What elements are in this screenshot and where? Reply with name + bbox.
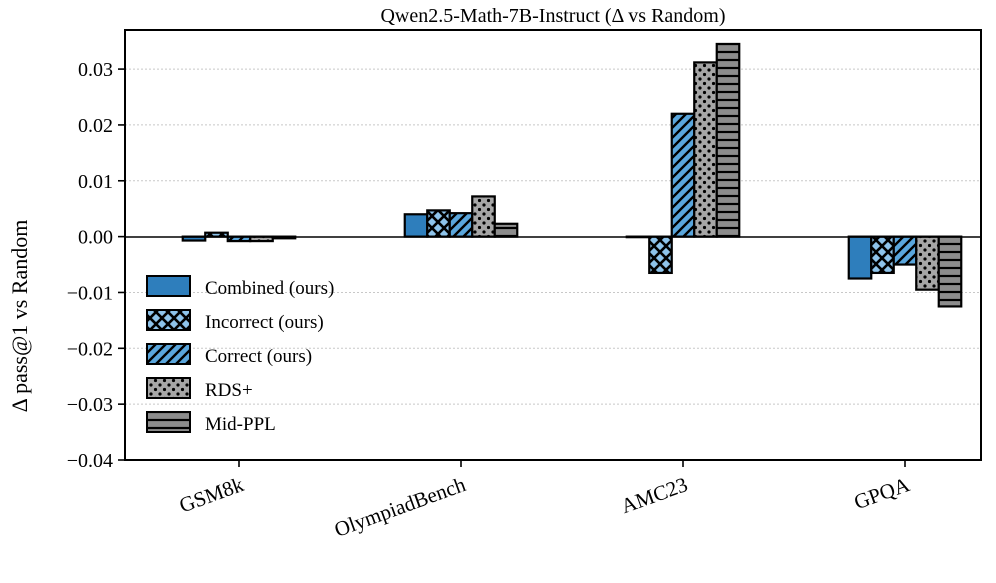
bars — [181, 42, 963, 308]
chart-title: Qwen2.5-Math-7B-Instruct (Δ vs Random) — [380, 5, 725, 27]
y-tick-label: −0.01 — [67, 282, 113, 304]
x-axis-ticks: GSM8k OlympiadBench AMC23 GPQA — [176, 460, 914, 542]
bar-amc23-mid-ppl — [715, 42, 741, 238]
bar-olympiadbench-mid-ppl — [493, 222, 519, 238]
bar-gpqa-rds — [915, 235, 940, 291]
y-tick-label: −0.04 — [67, 450, 113, 472]
x-tick-label: OlympiadBench — [331, 472, 469, 542]
y-tick-label: −0.02 — [67, 338, 113, 360]
bar-olympiadbench-correct-ours — [448, 212, 474, 238]
legend-label: Combined (ours) — [205, 278, 334, 299]
legend: Combined (ours) Incorrect (ours) Correct (… — [146, 275, 334, 435]
y-tick-label: 0.01 — [78, 171, 113, 193]
bar-amc23-incorrect-ours — [648, 235, 673, 275]
x-tick-label: AMC23 — [618, 472, 691, 518]
bar-olympiadbench-rds — [471, 195, 496, 238]
legend-label: Mid-PPL — [205, 414, 276, 435]
legend-label: RDS+ — [205, 380, 253, 401]
y-tick-label: 0.00 — [78, 227, 113, 249]
bar-amc23-correct-ours — [670, 112, 696, 238]
x-tick-label: GPQA — [851, 472, 914, 514]
x-tick-label: GSM8k — [176, 472, 247, 517]
bar-olympiadbench-combined-ours — [403, 213, 429, 238]
legend-swatch — [146, 411, 191, 433]
bar-olympiadbench-incorrect-ours — [426, 209, 451, 238]
y-axis-label: Δ pass@1 vs Random — [7, 220, 32, 413]
legend-swatch — [146, 309, 191, 331]
y-tick-label: −0.03 — [67, 394, 113, 416]
grid-lines — [125, 68, 981, 405]
legend-swatch — [146, 275, 191, 297]
y-axis-ticks: −0.04 −0.03 −0.02 −0.01 0.00 0.01 0.02 0.03 — [67, 59, 125, 472]
y-tick-label: 0.03 — [78, 59, 113, 81]
legend-label: Incorrect (ours) — [205, 312, 324, 333]
bar-gpqa-combined-ours — [847, 235, 873, 280]
legend-label: Correct (ours) — [205, 346, 312, 367]
y-tick-label: 0.02 — [78, 115, 113, 137]
legend-swatch — [146, 343, 191, 365]
bar-amc23-rds — [693, 61, 718, 238]
plot-frame — [124, 29, 982, 461]
legend-swatch — [146, 377, 191, 399]
bar-gsm8k-incorrect-ours — [204, 231, 229, 238]
bar-gpqa-correct-ours — [892, 235, 918, 266]
bar-gpqa-mid-ppl — [937, 235, 963, 308]
bar-gpqa-incorrect-ours — [870, 235, 895, 275]
